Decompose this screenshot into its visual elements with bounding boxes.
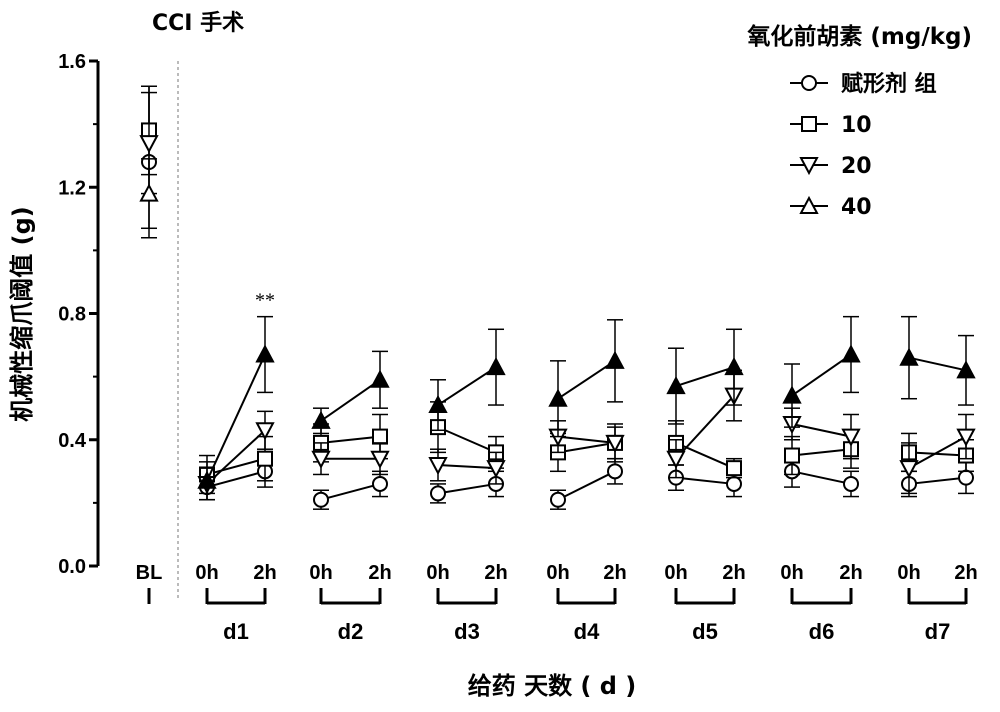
data-point (313, 413, 329, 428)
series-line (438, 367, 496, 405)
series-line (676, 367, 734, 386)
series-line (558, 471, 615, 499)
data-point (141, 136, 157, 151)
series-line (438, 484, 496, 493)
series-line (676, 396, 734, 459)
surgery-label: CCI 手术 (152, 11, 244, 36)
series-line (438, 465, 496, 468)
x-tick-label: 2h (722, 562, 745, 584)
data-point (959, 471, 973, 485)
data-point (727, 477, 741, 491)
legend-label: 赋形剂 组 (841, 71, 937, 97)
y-tick-label: 0.0 (58, 556, 86, 578)
series-line (558, 437, 615, 443)
data-point (373, 477, 387, 491)
data-point (258, 452, 272, 466)
data-point (431, 486, 445, 500)
x-tick-label: 0h (309, 562, 332, 584)
legend-label: 20 (841, 154, 872, 179)
data-point (958, 430, 974, 445)
significance-annotation: ** (255, 290, 275, 312)
data-point (726, 359, 742, 374)
data-point (901, 350, 917, 365)
day-label: d6 (809, 619, 835, 644)
series-line (321, 437, 380, 443)
day-label: d5 (692, 619, 718, 644)
series-line (792, 355, 851, 396)
x-tick-label: 2h (839, 562, 862, 584)
x-tick-label: 0h (780, 562, 803, 584)
series-line (792, 471, 851, 484)
x-tick-label: 0h (664, 562, 687, 584)
data-point (784, 388, 800, 403)
legend-marker (802, 117, 816, 131)
data-point (550, 391, 566, 406)
data-point (668, 378, 684, 393)
series-line (321, 380, 380, 421)
data-point (430, 397, 446, 412)
series-line (207, 430, 265, 484)
legend-label: 10 (841, 113, 872, 138)
x-tick-label: 0h (897, 562, 920, 584)
data-point (373, 430, 387, 444)
data-point (551, 493, 565, 507)
legend-label: 40 (841, 195, 872, 220)
x-tick-label: 0h (546, 562, 569, 584)
data-point (608, 464, 622, 478)
data-point (727, 461, 741, 475)
y-axis-title: 机械性缩爪阈值 (g) (8, 206, 36, 421)
x-tick-label: 2h (484, 562, 507, 584)
series-line (676, 443, 734, 468)
x-tick-label: 2h (954, 562, 977, 584)
x-tick-label: 2h (603, 562, 626, 584)
series-line (438, 427, 496, 452)
legend-title: 氧化前胡素 (mg/kg) (746, 23, 972, 50)
series-layer: ** (141, 86, 974, 509)
data-point (607, 353, 623, 368)
data-point (488, 359, 504, 374)
x-tick-label: 2h (368, 562, 391, 584)
y-tick-label: 1.6 (58, 51, 86, 73)
data-point (314, 493, 328, 507)
legend-marker (802, 76, 816, 90)
x-tick-label: BL (136, 562, 163, 584)
x-tick-label: 0h (195, 562, 218, 584)
data-point (785, 449, 799, 463)
series-line (321, 484, 380, 500)
series-line (792, 449, 851, 455)
x-axis-title: 给药 天数 ( d ) (468, 672, 637, 700)
series-line (558, 361, 615, 399)
day-label: d4 (574, 619, 600, 644)
x-tick-label: 2h (253, 562, 276, 584)
day-label: d1 (223, 619, 249, 644)
axes: 0.0 0.4 0.8 1.2 1.6 BL 0h 2h 0h 2h 0h 2h 0h 2h 0h 2h 0h 2… (58, 51, 977, 644)
y-tick-label: 1.2 (58, 177, 86, 199)
data-point (257, 347, 273, 362)
legend: 赋形剂 组 10 20 40 (790, 71, 937, 220)
data-point (372, 372, 388, 387)
day-label: d7 (925, 619, 951, 644)
data-point (843, 347, 859, 362)
data-point (901, 461, 917, 476)
series-line (207, 471, 265, 487)
series-line (792, 424, 851, 437)
series-line (909, 478, 966, 484)
series-line (558, 443, 615, 452)
series-line (676, 478, 734, 484)
data-point (844, 477, 858, 491)
x-tick-label: 0h (426, 562, 449, 584)
y-tick-label: 0.4 (58, 430, 87, 452)
day-label: d2 (338, 619, 364, 644)
y-tick-label: 0.8 (58, 304, 86, 326)
day-label: d3 (454, 619, 480, 644)
